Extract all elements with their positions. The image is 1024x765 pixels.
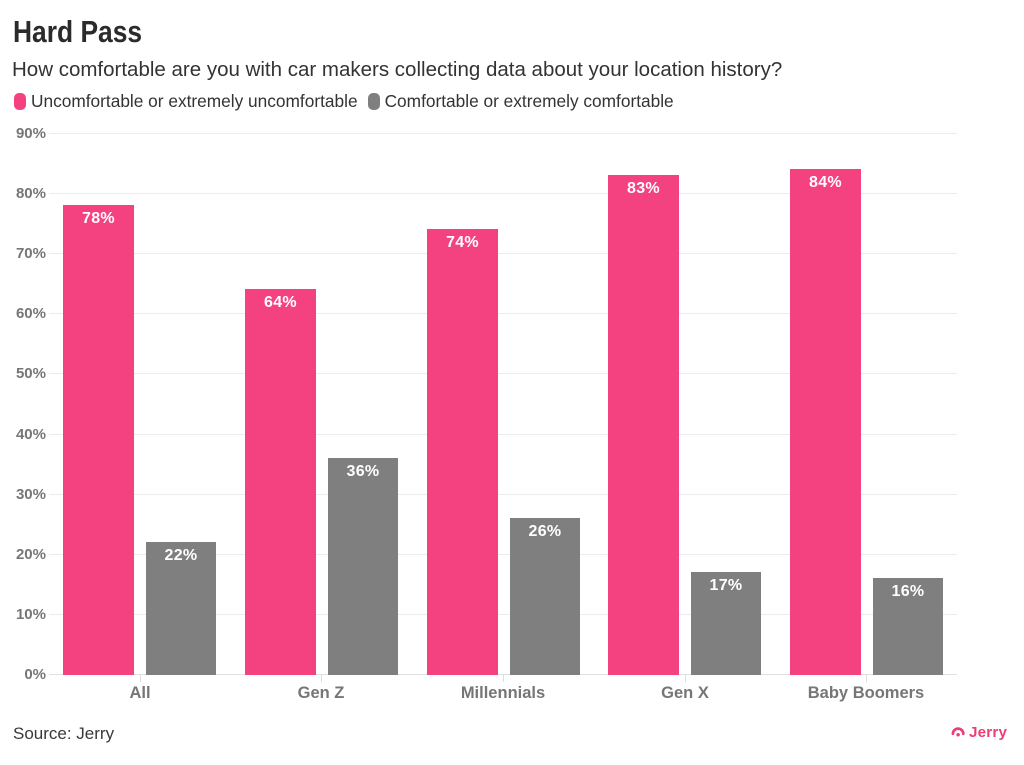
svg-text:Jerry: Jerry — [969, 724, 1008, 741]
